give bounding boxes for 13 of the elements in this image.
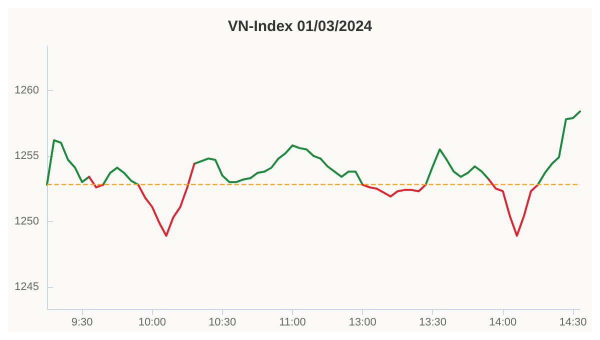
x-tick-label: 10:30	[208, 316, 236, 328]
x-tick-label: 11:00	[279, 316, 306, 328]
chart-title: VN-Index 01/03/2024	[228, 18, 373, 35]
x-tick-label: 14:30	[559, 316, 587, 328]
y-tick-label: 1260	[14, 84, 39, 96]
x-tick-label: 10:00	[138, 316, 166, 328]
x-tick-label: 13:30	[418, 316, 446, 328]
y-tick-label: 1255	[14, 150, 39, 162]
x-tick-label: 13:00	[348, 316, 376, 328]
x-tick-label: 9:30	[71, 316, 93, 328]
y-tick-label: 1250	[14, 215, 39, 228]
y-tick-label: 1245	[14, 280, 39, 293]
x-tick-label: 14:00	[489, 316, 517, 328]
